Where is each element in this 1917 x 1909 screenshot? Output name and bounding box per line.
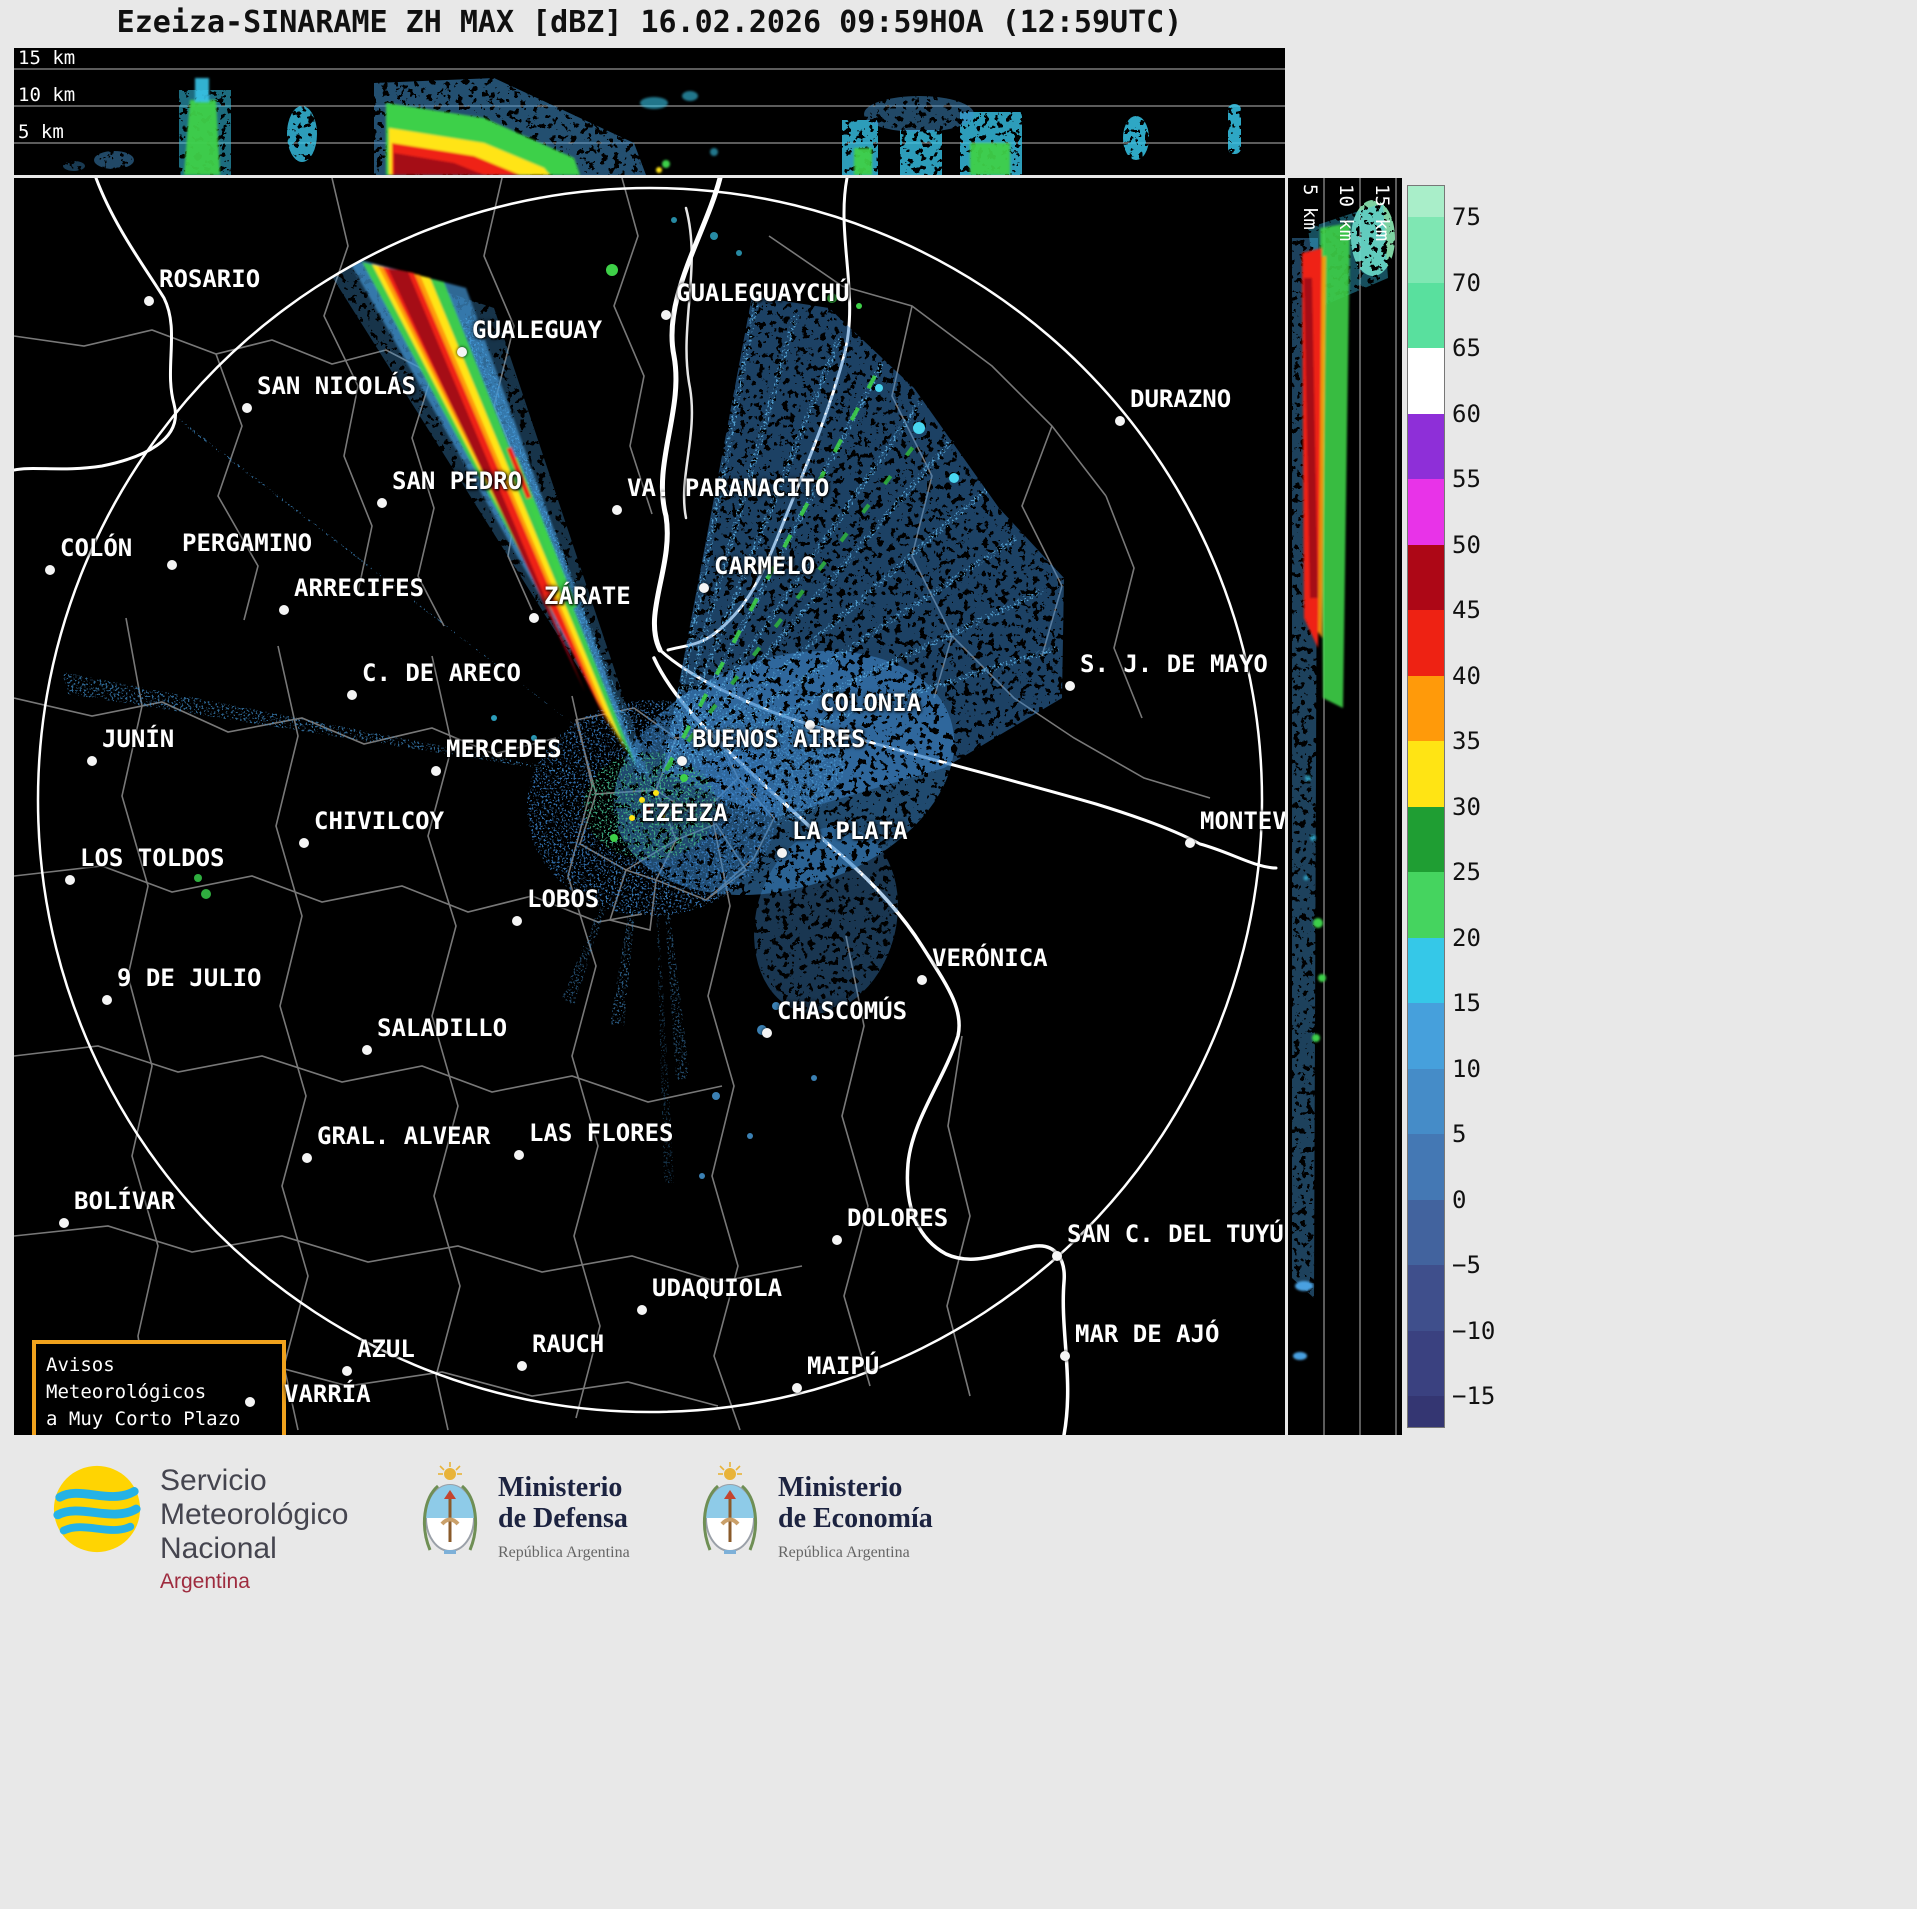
- colorbar-segment: [1408, 872, 1444, 938]
- colorbar-segment: [1408, 479, 1444, 545]
- cross-section-right: 5 km 10 km 15 km: [1288, 178, 1402, 1435]
- defensa-line1: Ministerio: [498, 1472, 623, 1503]
- colorbar-segment: [1408, 1330, 1444, 1396]
- height-label-10km: 10 km: [18, 84, 75, 106]
- economia-line1: Ministerio: [778, 1472, 903, 1503]
- colorbar-segment: [1408, 806, 1444, 872]
- alert-box[interactable]: Avisos Meteorológicos a Muy Corto Plazo: [32, 1340, 286, 1435]
- height-label-10km: 10 km: [1335, 184, 1357, 241]
- colorbar-segment: [1408, 675, 1444, 741]
- ministry-economia-group: Ministerio de Economía República Argenti…: [698, 1462, 933, 1563]
- colorbar-segment: [1408, 1199, 1444, 1265]
- height-labels: 15 km 10 km 5 km: [18, 48, 75, 143]
- radar-map-plot: [14, 178, 1278, 1435]
- page-title: Ezeiza-SINARAME ZH MAX [dBZ] 16.02.2026 …: [116, 5, 1183, 40]
- colorbar-tick: 45: [1452, 596, 1481, 624]
- economia-line2: de Economía: [778, 1503, 933, 1534]
- colorbar-segment: [1408, 282, 1444, 348]
- smn-subtitle: Argentina: [160, 1570, 250, 1593]
- height-labels: 5 km 10 km 15 km: [1299, 184, 1393, 241]
- storm-beam-nw: [346, 256, 644, 778]
- colorbar-segment: [1408, 1134, 1444, 1200]
- colorbar-tick: 20: [1452, 923, 1481, 952]
- colorbar-tick: 0: [1452, 1185, 1467, 1214]
- smn-line3: Nacional: [160, 1532, 277, 1565]
- colorbar-segment: [1408, 1068, 1444, 1134]
- colorbar-tick: 30: [1452, 792, 1481, 821]
- colorbar-segment: [1408, 348, 1444, 414]
- colorbar-tick: −10: [1452, 1316, 1496, 1345]
- alert-box-line2: a Muy Corto Plazo: [46, 1408, 241, 1430]
- smn-logo-icon: [53, 1465, 141, 1553]
- colorbar-segment: [1408, 217, 1444, 283]
- colorbar-segment: [1408, 186, 1444, 217]
- colorbar-tick: 55: [1452, 465, 1481, 493]
- colorbar-segment: [1408, 544, 1444, 610]
- colorbar: [1407, 185, 1445, 1428]
- smn-line1: Servicio: [160, 1464, 267, 1497]
- ministry-defensa-text: Ministerio de Defensa República Argentin…: [498, 1462, 630, 1563]
- radar-map: Avisos Meteorológicos a Muy Corto Plazo …: [14, 178, 1285, 1435]
- alert-box-line1: Avisos Meteorológicos: [46, 1354, 207, 1403]
- colorbar-tick: 50: [1452, 530, 1481, 559]
- right-xsec-echoes: [1292, 200, 1395, 1360]
- colorbar-tick: −5: [1452, 1251, 1481, 1279]
- colorbar-segment: [1408, 1003, 1444, 1069]
- cross-section-top-plot: 15 km 10 km 5 km: [14, 48, 1285, 175]
- coat-of-arms-icon: [703, 1462, 757, 1554]
- smn-logo-group: Servicio Meteorológico Nacional Argentin…: [50, 1462, 348, 1595]
- footer: Servicio Meteorológico Nacional Argentin…: [0, 1446, 1917, 1909]
- defensa-line2: de Defensa: [498, 1503, 628, 1534]
- height-label-5km: 5 km: [1299, 184, 1321, 230]
- colorbar-tick: 70: [1452, 268, 1481, 297]
- colorbar-tick: 60: [1452, 399, 1481, 428]
- colorbar-segment: [1408, 1396, 1444, 1427]
- smn-logo-text: Servicio Meteorológico Nacional Argentin…: [160, 1462, 348, 1595]
- colorbar-tick: 40: [1452, 661, 1481, 690]
- coat-of-arms-icon: [423, 1462, 477, 1554]
- height-label-5km: 5 km: [18, 121, 64, 143]
- range-ring: [36, 186, 1264, 1414]
- smn-line2: Meteorológico: [160, 1498, 349, 1531]
- colorbar-tick: −15: [1452, 1382, 1496, 1410]
- defensa-subtitle: República Argentina: [498, 1544, 630, 1561]
- colorbar-ticks: 75 70 65 60 55 50 45 40 35 30 25 20 15 10 5 0 −5 −10 −15: [1452, 186, 1542, 1427]
- economia-subtitle: República Argentina: [778, 1544, 910, 1561]
- colorbar-segment: [1408, 937, 1444, 1003]
- height-label-15km: 15 km: [18, 48, 75, 69]
- colorbar-tick: 65: [1452, 334, 1481, 362]
- cross-section-right-plot: 5 km 10 km 15 km: [1292, 178, 1397, 1435]
- colorbar-segment: [1408, 413, 1444, 479]
- colorbar-segment: [1408, 1265, 1444, 1331]
- colorbar-tick: 75: [1452, 203, 1481, 231]
- top-xsec-echoes: [63, 78, 1241, 175]
- colorbar-tick: 35: [1452, 727, 1481, 755]
- colorbar-tick: 10: [1452, 1054, 1481, 1083]
- colorbar-segment: [1408, 610, 1444, 676]
- cross-section-top: 15 km 10 km 5 km: [14, 48, 1285, 175]
- colorbar-tick: 15: [1452, 989, 1481, 1017]
- ministry-defensa-group: Ministerio de Defensa República Argentin…: [418, 1462, 630, 1563]
- colorbar-tick: 25: [1452, 858, 1481, 886]
- colorbar-tick: 5: [1452, 1120, 1467, 1148]
- radar-echoes: [62, 217, 1195, 1184]
- ministry-economia-text: Ministerio de Economía República Argenti…: [778, 1462, 933, 1563]
- colorbar-segment: [1408, 741, 1444, 807]
- height-label-15km: 15 km: [1371, 184, 1393, 241]
